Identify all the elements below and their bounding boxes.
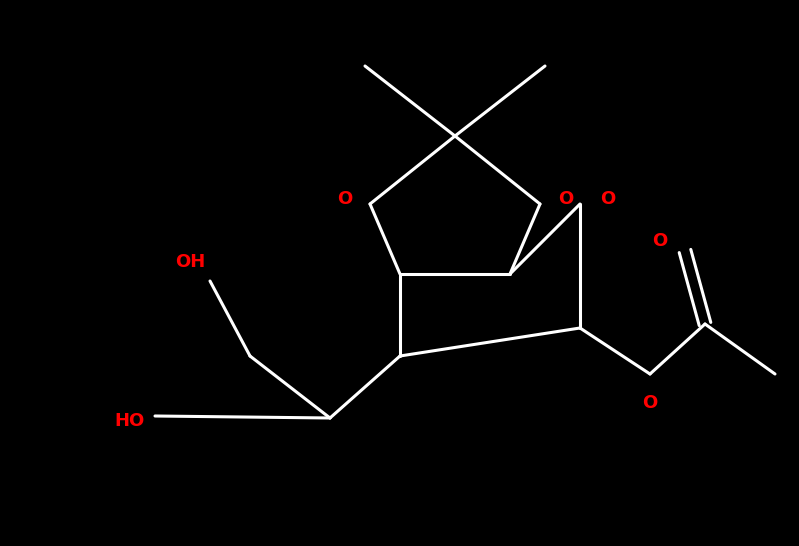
Text: OH: OH xyxy=(175,253,205,271)
Text: O: O xyxy=(642,394,658,412)
Text: HO: HO xyxy=(115,412,145,430)
Text: O: O xyxy=(600,190,615,208)
Text: O: O xyxy=(652,232,667,250)
Text: O: O xyxy=(336,190,352,208)
Text: O: O xyxy=(558,190,573,208)
